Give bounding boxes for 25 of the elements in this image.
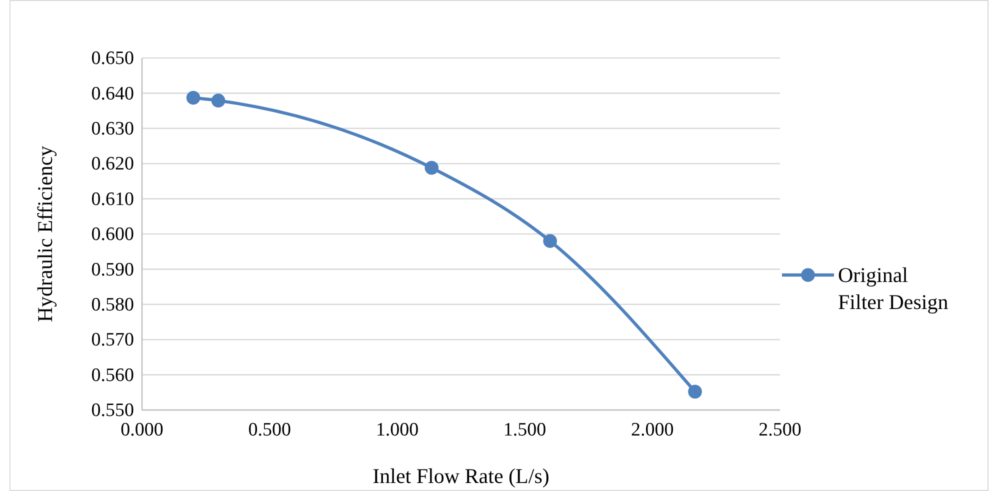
point bbox=[688, 384, 702, 399]
y-tick-label: 0.620 bbox=[91, 154, 134, 175]
x-tick-label: 1.500 bbox=[503, 419, 546, 440]
point bbox=[424, 160, 439, 175]
y-tick-label: 0.550 bbox=[91, 400, 134, 422]
y-tick-label: 0.640 bbox=[91, 83, 134, 104]
y-tick-label: 0.650 bbox=[91, 48, 134, 70]
point bbox=[186, 90, 200, 105]
y-tick-label: 0.630 bbox=[91, 118, 134, 140]
y-axis-title: Hydraulic Efficiency bbox=[33, 145, 57, 322]
point bbox=[543, 234, 557, 248]
x-axis-title: Inlet Flow Rate (L/s) bbox=[372, 464, 550, 488]
x-tick-label: 2.500 bbox=[758, 419, 802, 440]
y-tick-label: 0.580 bbox=[91, 294, 134, 316]
point bbox=[211, 94, 226, 108]
x-tick-label: 0.500 bbox=[248, 419, 291, 440]
x-tick-label: 1.000 bbox=[376, 419, 419, 440]
x-tick-label: 0.000 bbox=[120, 419, 164, 440]
y-tick-label: 0.600 bbox=[91, 224, 134, 246]
legend-label: Original Filter Design bbox=[838, 263, 949, 314]
y-tick-label: 0.560 bbox=[91, 364, 134, 386]
y-tick-label: 0.590 bbox=[91, 259, 134, 280]
y-tick-label: 0.570 bbox=[91, 330, 134, 351]
y-tick-label: 0.610 bbox=[91, 188, 134, 210]
x-tick-label: 2.000 bbox=[631, 419, 674, 440]
